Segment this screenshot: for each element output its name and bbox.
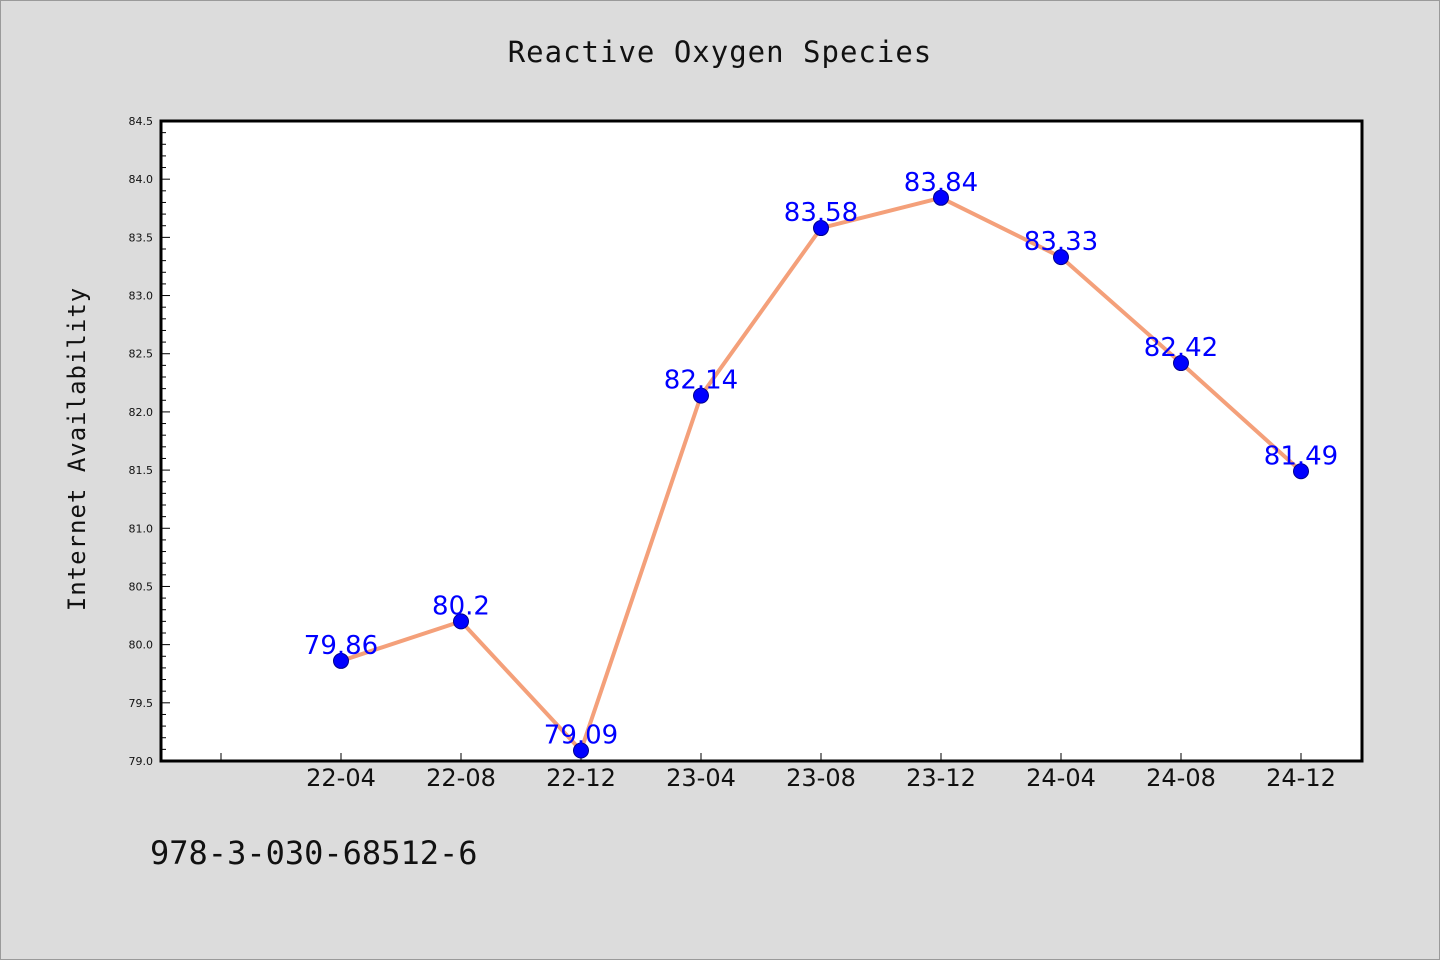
footer-note: 978-3-030-68512-6 — [150, 834, 478, 872]
x-tick-label: 24-12 — [1266, 764, 1336, 792]
y-tick-label: 82.0 — [129, 406, 154, 419]
data-point — [453, 613, 469, 630]
data-label: 82.14 — [664, 366, 738, 396]
y-tick-label: 84.5 — [129, 115, 154, 128]
data-point — [1293, 463, 1309, 480]
data-point — [813, 220, 829, 237]
data-label: 80.2 — [432, 591, 490, 621]
data-point — [1053, 249, 1069, 266]
data-point — [693, 387, 709, 404]
data-label: 83.33 — [1024, 227, 1098, 257]
y-tick-label: 84.0 — [129, 173, 154, 186]
y-tick-label: 80.5 — [129, 580, 154, 593]
data-label: 79.86 — [304, 631, 378, 661]
data-label: 83.58 — [784, 198, 858, 228]
data-label: 83.84 — [904, 168, 978, 198]
data-point — [933, 189, 949, 206]
chart-title: Reactive Oxygen Species — [507, 35, 933, 69]
y-tick-label: 83.0 — [129, 290, 154, 303]
data-label: 81.49 — [1264, 441, 1338, 471]
x-tick-label: 23-08 — [786, 764, 856, 792]
x-tick-label: 22-08 — [426, 764, 496, 792]
x-tick-label: 23-04 — [666, 764, 736, 792]
x-tick-label: 22-04 — [306, 764, 376, 792]
data-label: 82.42 — [1144, 333, 1218, 363]
y-tick-label: 81.0 — [129, 522, 154, 535]
data-point — [573, 742, 589, 759]
data-label: 79.09 — [544, 721, 618, 751]
x-tick-label: 24-04 — [1026, 764, 1096, 792]
x-tick-label: 22-12 — [546, 764, 616, 792]
y-tick-label: 79.0 — [129, 755, 154, 768]
data-point — [333, 652, 349, 669]
y-tick-label: 79.5 — [129, 697, 154, 710]
y-tick-label: 82.5 — [129, 348, 154, 361]
y-tick-label: 81.5 — [129, 464, 154, 477]
plot-frame — [159, 119, 1364, 763]
y-tick-label: 83.5 — [129, 231, 154, 244]
x-tick-label: 24-08 — [1146, 764, 1216, 792]
x-tick-label: 23-12 — [906, 764, 976, 792]
data-point — [1173, 355, 1189, 372]
y-tick-label: 80.0 — [129, 639, 154, 652]
